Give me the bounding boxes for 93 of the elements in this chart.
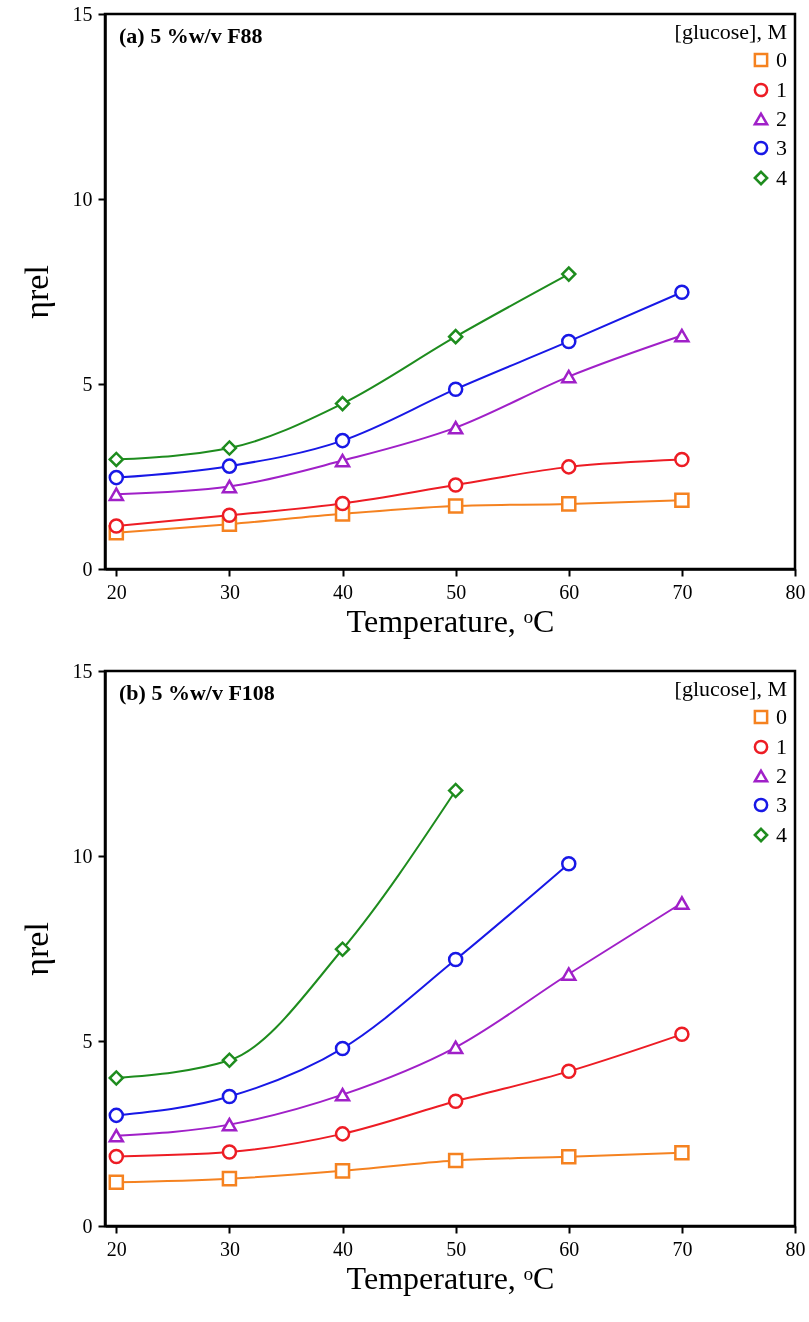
y-tick-label: 5	[82, 372, 93, 395]
point	[447, 420, 464, 435]
point	[561, 266, 577, 282]
point	[108, 469, 125, 486]
point	[447, 1093, 464, 1110]
point	[447, 782, 464, 799]
x-tick-label: 80	[785, 580, 806, 603]
x-tick-label: 70	[672, 580, 693, 603]
point	[334, 495, 351, 512]
point	[108, 487, 125, 502]
y-axis-title: ηrel	[17, 922, 55, 976]
point	[334, 941, 351, 958]
y-tick-label: 0	[82, 557, 93, 580]
legend-label: 2	[776, 763, 787, 788]
legend-title: [glucose], M	[674, 19, 787, 44]
point	[447, 477, 464, 493]
point	[108, 1128, 125, 1143]
point	[221, 1144, 238, 1160]
legend-title: [glucose], M	[674, 676, 787, 701]
annotation: (a) 5 %w/v F88	[119, 23, 263, 48]
legend-label: 0	[776, 47, 787, 72]
point	[447, 951, 464, 968]
x-tick-label: 30	[219, 1237, 240, 1260]
point	[221, 1052, 238, 1069]
point	[334, 432, 351, 449]
point	[334, 395, 351, 412]
point	[674, 492, 690, 508]
point	[561, 459, 577, 475]
legend-label: 1	[776, 734, 787, 759]
y-tick-label: 15	[72, 659, 93, 682]
y-tick-label: 0	[82, 1214, 93, 1237]
point	[334, 1040, 351, 1057]
point	[108, 451, 125, 468]
point	[561, 496, 577, 512]
annotation: (b) 5 %w/v F108	[119, 680, 275, 705]
point	[447, 328, 464, 345]
x-tick-label: 20	[106, 1237, 127, 1260]
point	[108, 1070, 125, 1086]
point	[221, 458, 238, 474]
point	[108, 1148, 125, 1165]
point	[334, 1126, 351, 1142]
y-tick-label: 15	[72, 2, 93, 25]
x-tick-label: 60	[559, 1237, 580, 1260]
point	[561, 1063, 577, 1080]
point	[447, 1152, 464, 1169]
point	[221, 1117, 238, 1132]
point	[674, 451, 690, 468]
legend-label: 3	[776, 135, 787, 160]
point	[561, 856, 577, 872]
point	[561, 369, 577, 384]
point	[674, 328, 690, 343]
legend-label: 4	[776, 165, 787, 190]
x-tick-label: 80	[785, 1237, 806, 1260]
point	[561, 967, 577, 981]
point	[221, 1088, 238, 1105]
point	[447, 498, 464, 514]
y-tick-label: 10	[72, 187, 93, 210]
legend-label: 3	[776, 792, 787, 817]
legend-label: 4	[776, 822, 787, 847]
point	[561, 333, 577, 350]
point	[108, 1174, 125, 1191]
y-tick-label: 10	[72, 844, 93, 867]
point	[108, 518, 125, 534]
point	[674, 896, 690, 910]
point	[334, 453, 351, 468]
x-axis-title: Temperature, ᵒC	[346, 602, 555, 639]
legend-label: 0	[776, 704, 787, 729]
x-tick-label: 40	[333, 1237, 354, 1260]
x-tick-label: 60	[559, 580, 580, 603]
y-axis-title: ηrel	[17, 265, 55, 319]
x-tick-label: 20	[106, 580, 127, 603]
point	[447, 1040, 464, 1055]
point	[221, 1170, 238, 1187]
x-tick-label: 40	[333, 580, 354, 603]
point	[334, 1163, 351, 1179]
point	[674, 1026, 690, 1043]
point	[221, 507, 238, 524]
point	[334, 1087, 351, 1102]
legend-label: 2	[776, 106, 787, 131]
x-tick-label: 50	[446, 580, 467, 603]
point	[447, 381, 464, 397]
x-tick-label: 70	[672, 1237, 693, 1260]
point	[561, 1149, 577, 1165]
x-tick-label: 50	[446, 1237, 467, 1260]
legend-label: 1	[776, 77, 787, 102]
point	[221, 440, 238, 456]
point	[221, 479, 238, 494]
x-tick-label: 30	[219, 580, 240, 603]
point	[674, 284, 690, 300]
point	[108, 1107, 125, 1124]
point	[674, 1144, 690, 1161]
y-tick-label: 5	[82, 1029, 93, 1052]
x-axis-title: Temperature, ᵒC	[346, 1259, 555, 1296]
